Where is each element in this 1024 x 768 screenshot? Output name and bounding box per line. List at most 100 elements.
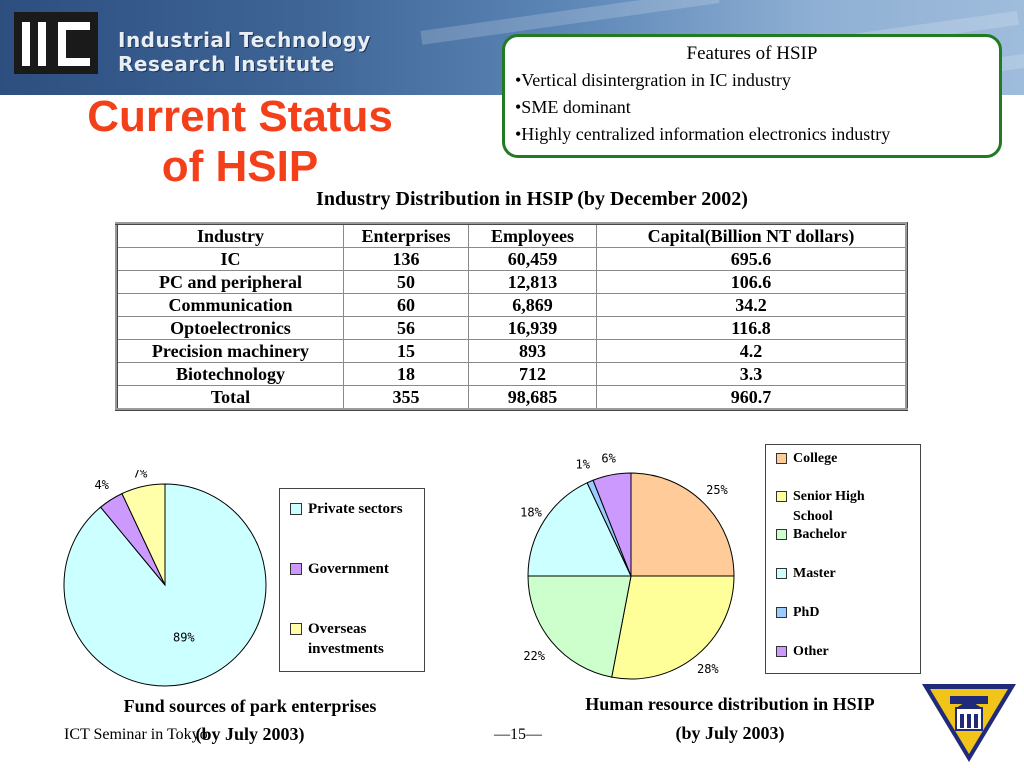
table-cell: 34.2 <box>596 293 907 317</box>
legend-swatch <box>776 607 787 618</box>
table-cell: 116.8 <box>596 316 907 340</box>
legend-swatch <box>290 623 302 635</box>
features-item: •SME dominant <box>515 97 631 117</box>
org-name: Industrial Technology Research Institute <box>118 28 371 76</box>
page-number: —15— <box>494 726 542 743</box>
table-cell: 56 <box>343 316 469 340</box>
table-cell: 15 <box>343 339 469 363</box>
pie-slice-college <box>630 472 735 577</box>
table-cell: 4.2 <box>596 339 907 363</box>
table-cell: Communication <box>116 293 344 317</box>
column-header: Employees <box>468 223 597 248</box>
table-cell: Biotechnology <box>116 362 344 386</box>
table-cell: 60 <box>343 293 469 317</box>
table-cell: Precision machinery <box>116 339 344 363</box>
legend-label: Master <box>793 566 836 581</box>
pie-slice-master <box>527 482 632 577</box>
table-cell: 960.7 <box>596 385 907 410</box>
pie-slice-other <box>592 472 632 577</box>
features-box: Features of HSIP •Vertical disintergrati… <box>502 34 1002 158</box>
slide-title-line-1: Current Status <box>87 92 393 141</box>
features-item: •Highly centralized information electron… <box>515 124 891 144</box>
legend-swatch <box>290 563 302 575</box>
table-row: Biotechnology 18 712 3.3 <box>116 362 907 386</box>
table-cell: 695.6 <box>596 247 907 271</box>
pie-data-label: 22% <box>523 649 545 663</box>
hr-caption-line-2: (by July 2003) <box>675 723 785 743</box>
legend-label: Private sectors <box>308 501 403 517</box>
legend-item: College <box>776 449 906 469</box>
legend-label: Other <box>793 644 829 659</box>
fund-caption-line-1: Fund sources of park enterprises <box>123 696 377 716</box>
pie-data-label: 25% <box>706 483 728 497</box>
legend-label: Overseas investments <box>308 621 384 657</box>
org-line-1: Industrial Technology <box>118 28 371 52</box>
table-row: Total 355 98,685 960.7 <box>116 385 907 410</box>
column-header: Capital(Billion NT dollars) <box>596 223 907 248</box>
slide-title: Current Status of HSIP <box>40 92 440 192</box>
table-cell: IC <box>116 247 344 271</box>
pie-slice-senior-high-school <box>611 575 735 680</box>
table-cell: 893 <box>468 339 597 363</box>
features-item: •Vertical disintergration in IC industry <box>515 70 791 90</box>
legend-item: Senior High School <box>776 487 906 527</box>
human-resource-pie: 25% 28% 22% 18% 1% 6% <box>520 452 735 680</box>
legend-item: Private sectors <box>290 499 408 519</box>
industry-table: Industry Enterprises Employees Capital(Bill… <box>115 222 908 411</box>
table-cell: 355 <box>343 385 469 410</box>
pie-data-label: 7% <box>133 470 148 481</box>
footer-seminar: ICT Seminar in Tokyo <box>64 726 208 743</box>
legend-label: College <box>793 451 838 466</box>
table-cell: Total <box>116 385 344 410</box>
itri-logo-icon <box>14 12 98 74</box>
legend-item: Overseas investments <box>290 619 408 659</box>
legend-item: PhD <box>776 603 906 623</box>
legend-swatch <box>290 503 302 515</box>
table-caption: Industry Distribution in HSIP (by Decemb… <box>316 188 748 210</box>
table-cell: 50 <box>343 270 469 294</box>
table-cell: 16,939 <box>468 316 597 340</box>
fund-sources-caption: Fund sources of park enterprises (by Jul… <box>60 692 440 748</box>
legend-swatch <box>776 529 787 540</box>
pie-data-label: 6% <box>601 452 616 466</box>
pie-data-label: 18% <box>520 506 542 520</box>
fund-sources-legend: Private sectors Government Overseas invest… <box>279 488 425 672</box>
pie-data-label: 28% <box>697 662 719 676</box>
table-cell: Optoelectronics <box>116 316 344 340</box>
pie-slice-bachelor <box>527 575 632 678</box>
table-cell: 98,685 <box>468 385 597 410</box>
table-row: Optoelectronics 56 16,939 116.8 <box>116 316 907 340</box>
legend-swatch <box>776 646 787 657</box>
table-header-row: Industry Enterprises Employees Capital(Bill… <box>116 223 907 248</box>
table-cell: 12,813 <box>468 270 597 294</box>
human-resource-legend: College Senior High School Bachelor Master P… <box>765 444 921 674</box>
legend-label: Bachelor <box>793 527 847 542</box>
legend-label: PhD <box>793 605 820 620</box>
fund-caption-line-2: (by July 2003) <box>195 724 305 744</box>
legend-label: Senior High School <box>793 489 865 524</box>
pie-data-label: 89% <box>173 630 195 644</box>
column-header: Enterprises <box>343 223 469 248</box>
table-row: IC 136 60,459 695.6 <box>116 247 907 271</box>
university-seal-icon <box>922 684 1016 762</box>
legend-label: Government <box>308 561 389 577</box>
fund-sources-pie: 89% 4% 7% <box>63 470 267 687</box>
hr-caption-line-1: Human resource distribution in HSIP <box>585 694 875 714</box>
table-cell: 6,869 <box>468 293 597 317</box>
table-row: Precision machinery 15 893 4.2 <box>116 339 907 363</box>
table-cell: 106.6 <box>596 270 907 294</box>
pie-slice-overseas-investments <box>121 483 166 586</box>
slide-title-line-2: of HSIP <box>161 142 319 191</box>
legend-swatch <box>776 491 787 502</box>
human-resource-caption: Human resource distribution in HSIP (by … <box>520 690 940 748</box>
table-cell: 712 <box>468 362 597 386</box>
legend-swatch <box>776 568 787 579</box>
pie-data-label: 4% <box>94 478 109 492</box>
org-line-2: Research Institute <box>118 52 335 76</box>
table-cell: 3.3 <box>596 362 907 386</box>
table-row: Communication 60 6,869 34.2 <box>116 293 907 317</box>
legend-swatch <box>776 453 787 464</box>
legend-item: Other <box>776 642 906 662</box>
table-cell: PC and peripheral <box>116 270 344 294</box>
legend-item: Bachelor <box>776 525 906 545</box>
